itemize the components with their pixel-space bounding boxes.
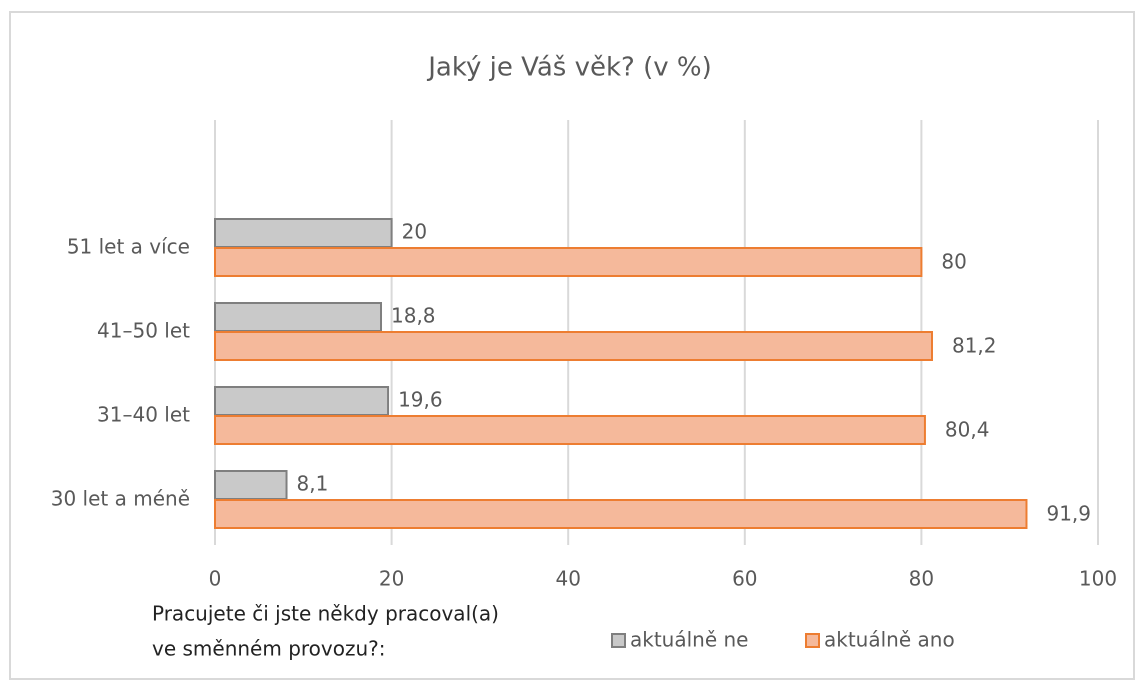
x-tick-label: 20 [379,567,404,591]
y-tick-label: 41–50 let [97,319,190,343]
value-label: 81,2 [952,334,997,358]
x-tick-label: 0 [209,567,222,591]
value-label: 19,6 [398,388,443,412]
value-label: 18,8 [391,304,436,328]
legend-swatch [611,633,626,648]
bar [214,470,288,500]
annotation: Pracujete či jste někdy pracoval(a) [152,602,499,626]
bar [214,247,923,277]
bar [214,331,933,361]
y-tick-label: 30 let a méně [51,487,190,511]
value-label: 20 [402,220,427,244]
value-label: 80,4 [945,418,990,442]
x-tick-label: 80 [909,567,934,591]
bar [214,499,1028,529]
value-label: 91,9 [1046,502,1091,526]
annotation: ve směnném provozu?: [152,637,386,661]
legend-label: aktuálně ano [824,628,955,652]
legend-swatch [805,633,820,648]
x-tick-label: 60 [732,567,757,591]
legend-label: aktuálně ne [630,628,749,652]
y-tick-label: 31–40 let [97,403,190,427]
x-tick-label: 100 [1079,567,1117,591]
bar [214,386,390,416]
bar [214,302,383,332]
bar [214,218,393,248]
chart-title: Jaký je Váš věk? (v %) [426,53,712,83]
bar [214,415,926,445]
y-tick-label: 51 let a více [67,235,190,259]
x-tick-label: 40 [555,567,580,591]
value-label: 8,1 [297,472,329,496]
value-label: 80 [941,250,966,274]
